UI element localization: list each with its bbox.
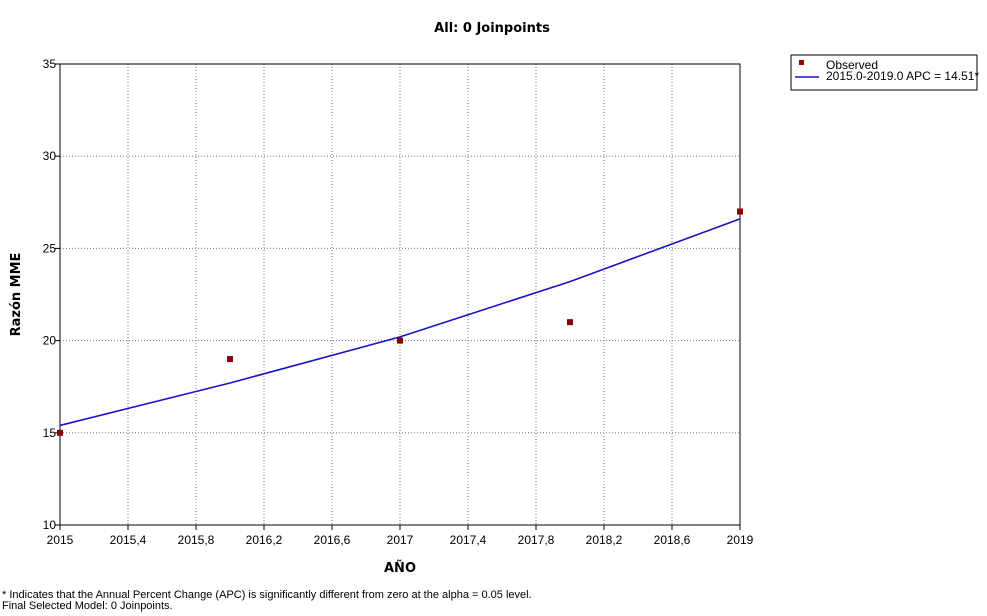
legend-observed-marker [799, 60, 804, 65]
y-tick-label: 25 [43, 241, 57, 255]
x-tick-label: 2017,4 [450, 533, 487, 547]
x-tick-label: 2018,2 [586, 533, 623, 547]
series-layer [57, 208, 743, 436]
x-tick-label: 2019 [727, 533, 754, 547]
x-tick-label: 2015,4 [110, 533, 147, 547]
x-axis-title: AÑO [384, 560, 416, 576]
legend-observed-label: Observed [826, 58, 878, 72]
y-axis-title: Razón MME [9, 253, 24, 337]
gridlines [60, 64, 740, 525]
legend-box [790, 54, 978, 91]
footnote-significance: * Indicates that the Annual Percent Chan… [2, 589, 532, 601]
observed-point [737, 208, 743, 215]
observed-point [227, 356, 233, 363]
x-tick-label: 2017 [387, 533, 414, 547]
x-tick-label: 2017,8 [518, 533, 555, 547]
chart-title: All: 0 Joinpoints [434, 21, 550, 36]
y-tick-label: 15 [43, 426, 57, 440]
footnote-final-model: Final Selected Model: 0 Joinpoints. [2, 600, 173, 612]
x-tick-label: 2015,8 [178, 533, 215, 547]
x-tick-label: 2016,6 [314, 533, 351, 547]
y-tick-label: 10 [43, 518, 57, 532]
apc-fitted-line [59, 218, 741, 427]
x-tick-label: 2015 [47, 533, 74, 547]
x-tick-label: 2018,6 [654, 533, 691, 547]
y-tick-label: 35 [43, 57, 57, 71]
axis-ticks: 2015 2015,4 2015,8 2016,2 2016,6 2017 2017,4 20… [43, 57, 754, 547]
observed-point [567, 319, 573, 326]
y-tick-label: 20 [43, 334, 57, 348]
legend: Observed 2015.0-2019.0 APC = 14.51* [790, 54, 979, 91]
x-tick-label: 2016,2 [246, 533, 283, 547]
observed-point [397, 337, 403, 344]
y-tick-label: 30 [43, 149, 57, 163]
legend-apc-label: 2015.0-2019.0 APC = 14.51* [826, 69, 979, 83]
observed-point [57, 429, 63, 436]
